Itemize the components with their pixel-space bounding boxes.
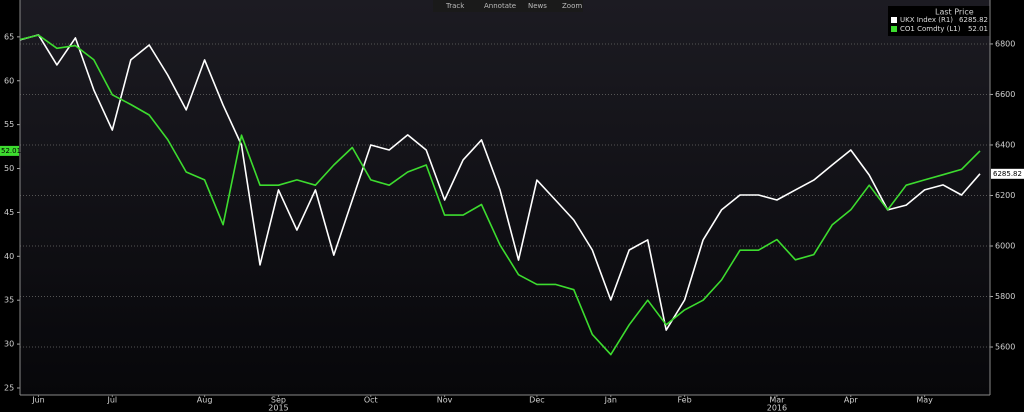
last-value-label: 52.01 (1, 147, 21, 155)
legend-box (888, 6, 990, 36)
y2-tick-label: 6000 (995, 241, 1015, 250)
y-tick-label: 30 (4, 340, 14, 349)
toolbar-button[interactable]: Zoom (562, 2, 582, 10)
legend-swatch (891, 17, 897, 23)
x-tick-label: Jun (31, 396, 45, 405)
x-tick-label: Nov (437, 396, 453, 405)
y-tick-label: 35 (4, 296, 14, 305)
x-tick-label: Apr (844, 396, 859, 405)
y-tick-label: 40 (4, 252, 14, 261)
y2-tick-label: 6600 (995, 90, 1015, 99)
y-tick-label: 25 (4, 383, 14, 392)
toolbar: Track Annotate News Zoom (433, 0, 583, 12)
y-tick-label: 50 (4, 164, 14, 173)
y2-tick-label: 6800 (995, 39, 1015, 48)
x-tick-label: Jul (106, 396, 117, 405)
x-tick-label: Mar (769, 396, 785, 405)
legend-label: UKX Index (R1) (900, 16, 953, 24)
x-tick-label: Oct (364, 396, 378, 405)
y-tick-label: 65 (4, 32, 14, 41)
y2-tick-label: 5600 (995, 343, 1015, 352)
last-value-label: 6285.82 (993, 170, 1022, 178)
line-series (19, 34, 981, 356)
legend-title: Last Price (935, 8, 974, 17)
legend-swatch (891, 26, 897, 32)
line-series (19, 34, 981, 331)
legend-value: 6285.82 (959, 16, 988, 24)
y2-tick-label: 6200 (995, 191, 1015, 200)
y-tick-label: 55 (4, 120, 14, 129)
last-value-tag (0, 145, 19, 156)
x-tick-label: Aug (197, 396, 213, 405)
last-value-tag (991, 168, 1024, 179)
x-tick-label: Sep (271, 396, 286, 405)
y-tick-label: 60 (4, 76, 14, 85)
y2-tick-label: 6400 (995, 140, 1015, 149)
legend-value: 52.01 (968, 25, 988, 33)
x-tick-label: May (916, 396, 933, 405)
y-tick-label: 45 (4, 208, 14, 217)
toolbar-button[interactable]: News (528, 2, 547, 10)
x-tick-label: Feb (678, 396, 692, 405)
plot-area (20, 0, 990, 395)
toolbar-button[interactable]: Track (445, 2, 465, 10)
legend-label: CO1 Comdty (L1) (900, 25, 961, 33)
toolbar-button[interactable]: Annotate (484, 2, 516, 10)
x-year-label: 2015 (268, 404, 288, 412)
x-tick-label: Dec (529, 396, 544, 405)
y2-tick-label: 5800 (995, 292, 1015, 301)
x-tick-label: Jan (604, 396, 617, 405)
x-year-label: 2016 (767, 404, 787, 412)
toolbar-bg (433, 0, 583, 12)
legend: Last Price (888, 6, 990, 36)
